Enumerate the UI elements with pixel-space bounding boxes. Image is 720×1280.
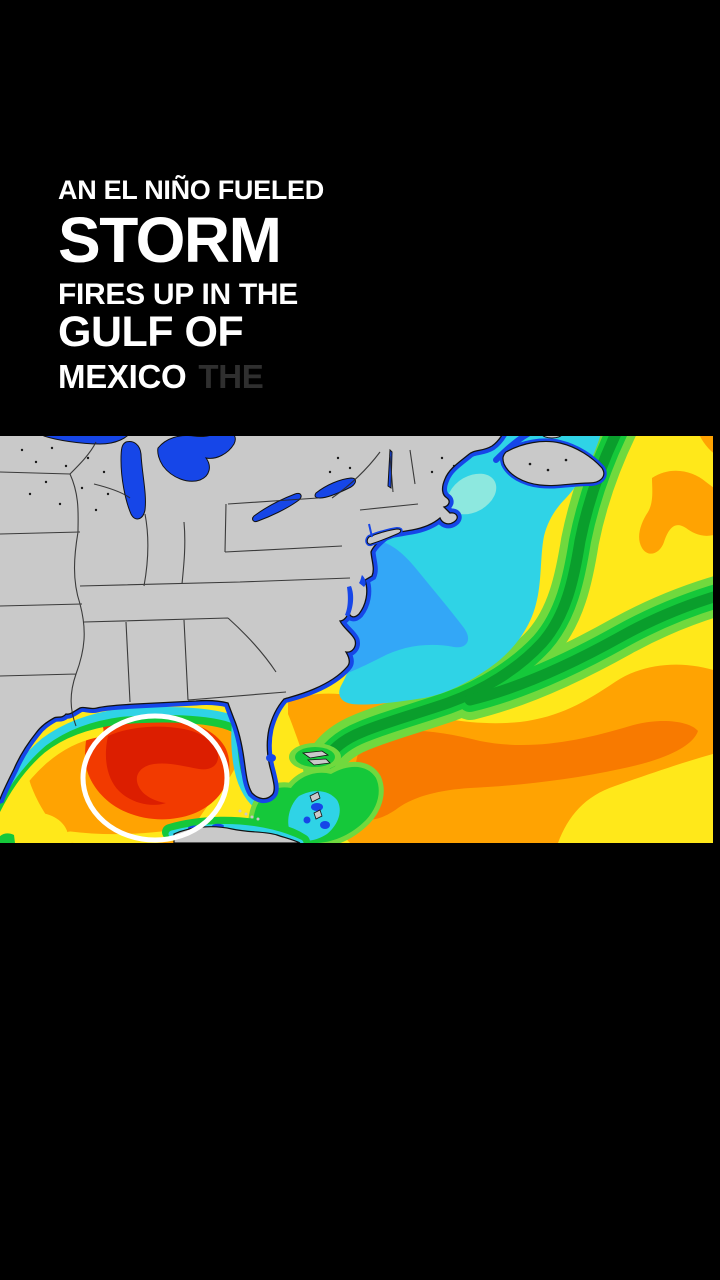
- andros-island: [309, 791, 321, 803]
- state-borders: [0, 441, 419, 727]
- prince-edward-island: [542, 436, 562, 439]
- great-lakes: [43, 436, 393, 762]
- lake-okeechobee: [266, 754, 276, 762]
- lake-huron: [157, 436, 236, 482]
- caption-line-5: MEXICO THE: [58, 360, 324, 393]
- abaco-island: [306, 758, 331, 766]
- long-island: [366, 528, 402, 545]
- mainland: [0, 436, 503, 800]
- grand-bahama-island: [301, 750, 330, 759]
- lake-erie: [252, 493, 302, 522]
- hudson-river: [368, 523, 373, 538]
- gulf-sw-green-corner: [0, 833, 15, 843]
- nova-scotia-region: [493, 436, 607, 489]
- forecast-map: [0, 436, 720, 843]
- lake-michigan: [120, 441, 146, 520]
- atlantic-swell-bands: [303, 436, 720, 787]
- caption-current-word: MEXICO: [58, 358, 187, 395]
- caption-line-3: FIRES UP IN THE: [58, 278, 298, 311]
- cuba-island: [173, 826, 301, 843]
- gulf-sw-yellow-wedge: [0, 811, 68, 843]
- map-right-edge-strip: [713, 436, 720, 843]
- nova-scotia-island: [502, 440, 605, 487]
- caption-line-2: STORM: [58, 204, 282, 276]
- lake-ontario: [314, 477, 356, 499]
- caption-overlay: AN EL NIÑO FUELED STORM FIRES UP IN THE …: [58, 175, 324, 394]
- us-landmass: [0, 436, 507, 804]
- chesapeake-bay: [345, 586, 354, 617]
- terrain-speckles: [20, 446, 456, 512]
- lake-champlain: [387, 448, 393, 489]
- caption-next-word: THE: [198, 358, 264, 395]
- bay-of-fundy-channel: [493, 436, 531, 463]
- caption-line-4: GULF OF: [58, 308, 244, 356]
- storm-highlight-circle: [80, 713, 230, 843]
- lake-superior: [43, 436, 128, 445]
- delaware-bay: [359, 575, 366, 587]
- gulf-of-maine-pale-patch: [447, 473, 497, 515]
- gulf-storm-dark-red-core: [105, 726, 219, 805]
- bahamas-region: [248, 743, 384, 843]
- swell-map-svg: [0, 436, 720, 843]
- florida-keys-dots: [256, 817, 260, 821]
- caption-line-1: AN EL NIÑO FUELED: [58, 175, 324, 205]
